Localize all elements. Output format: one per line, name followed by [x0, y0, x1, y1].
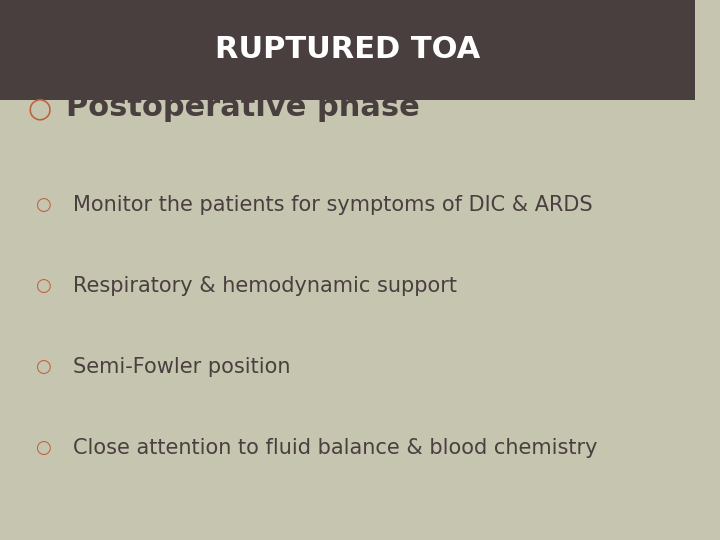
Text: RUPTURED TOA: RUPTURED TOA: [215, 36, 480, 64]
Text: ○: ○: [28, 94, 52, 122]
Text: ○: ○: [35, 277, 50, 295]
Text: ○: ○: [35, 196, 50, 214]
Text: Postoperative phase: Postoperative phase: [66, 93, 420, 123]
Text: Respiratory & hemodynamic support: Respiratory & hemodynamic support: [73, 276, 457, 296]
Text: Semi-Fowler position: Semi-Fowler position: [73, 357, 290, 377]
Text: ○: ○: [35, 358, 50, 376]
FancyBboxPatch shape: [0, 0, 695, 100]
Text: Close attention to fluid balance & blood chemistry: Close attention to fluid balance & blood…: [73, 438, 598, 458]
Text: ○: ○: [35, 439, 50, 457]
Text: Monitor the patients for symptoms of DIC & ARDS: Monitor the patients for symptoms of DIC…: [73, 195, 593, 215]
